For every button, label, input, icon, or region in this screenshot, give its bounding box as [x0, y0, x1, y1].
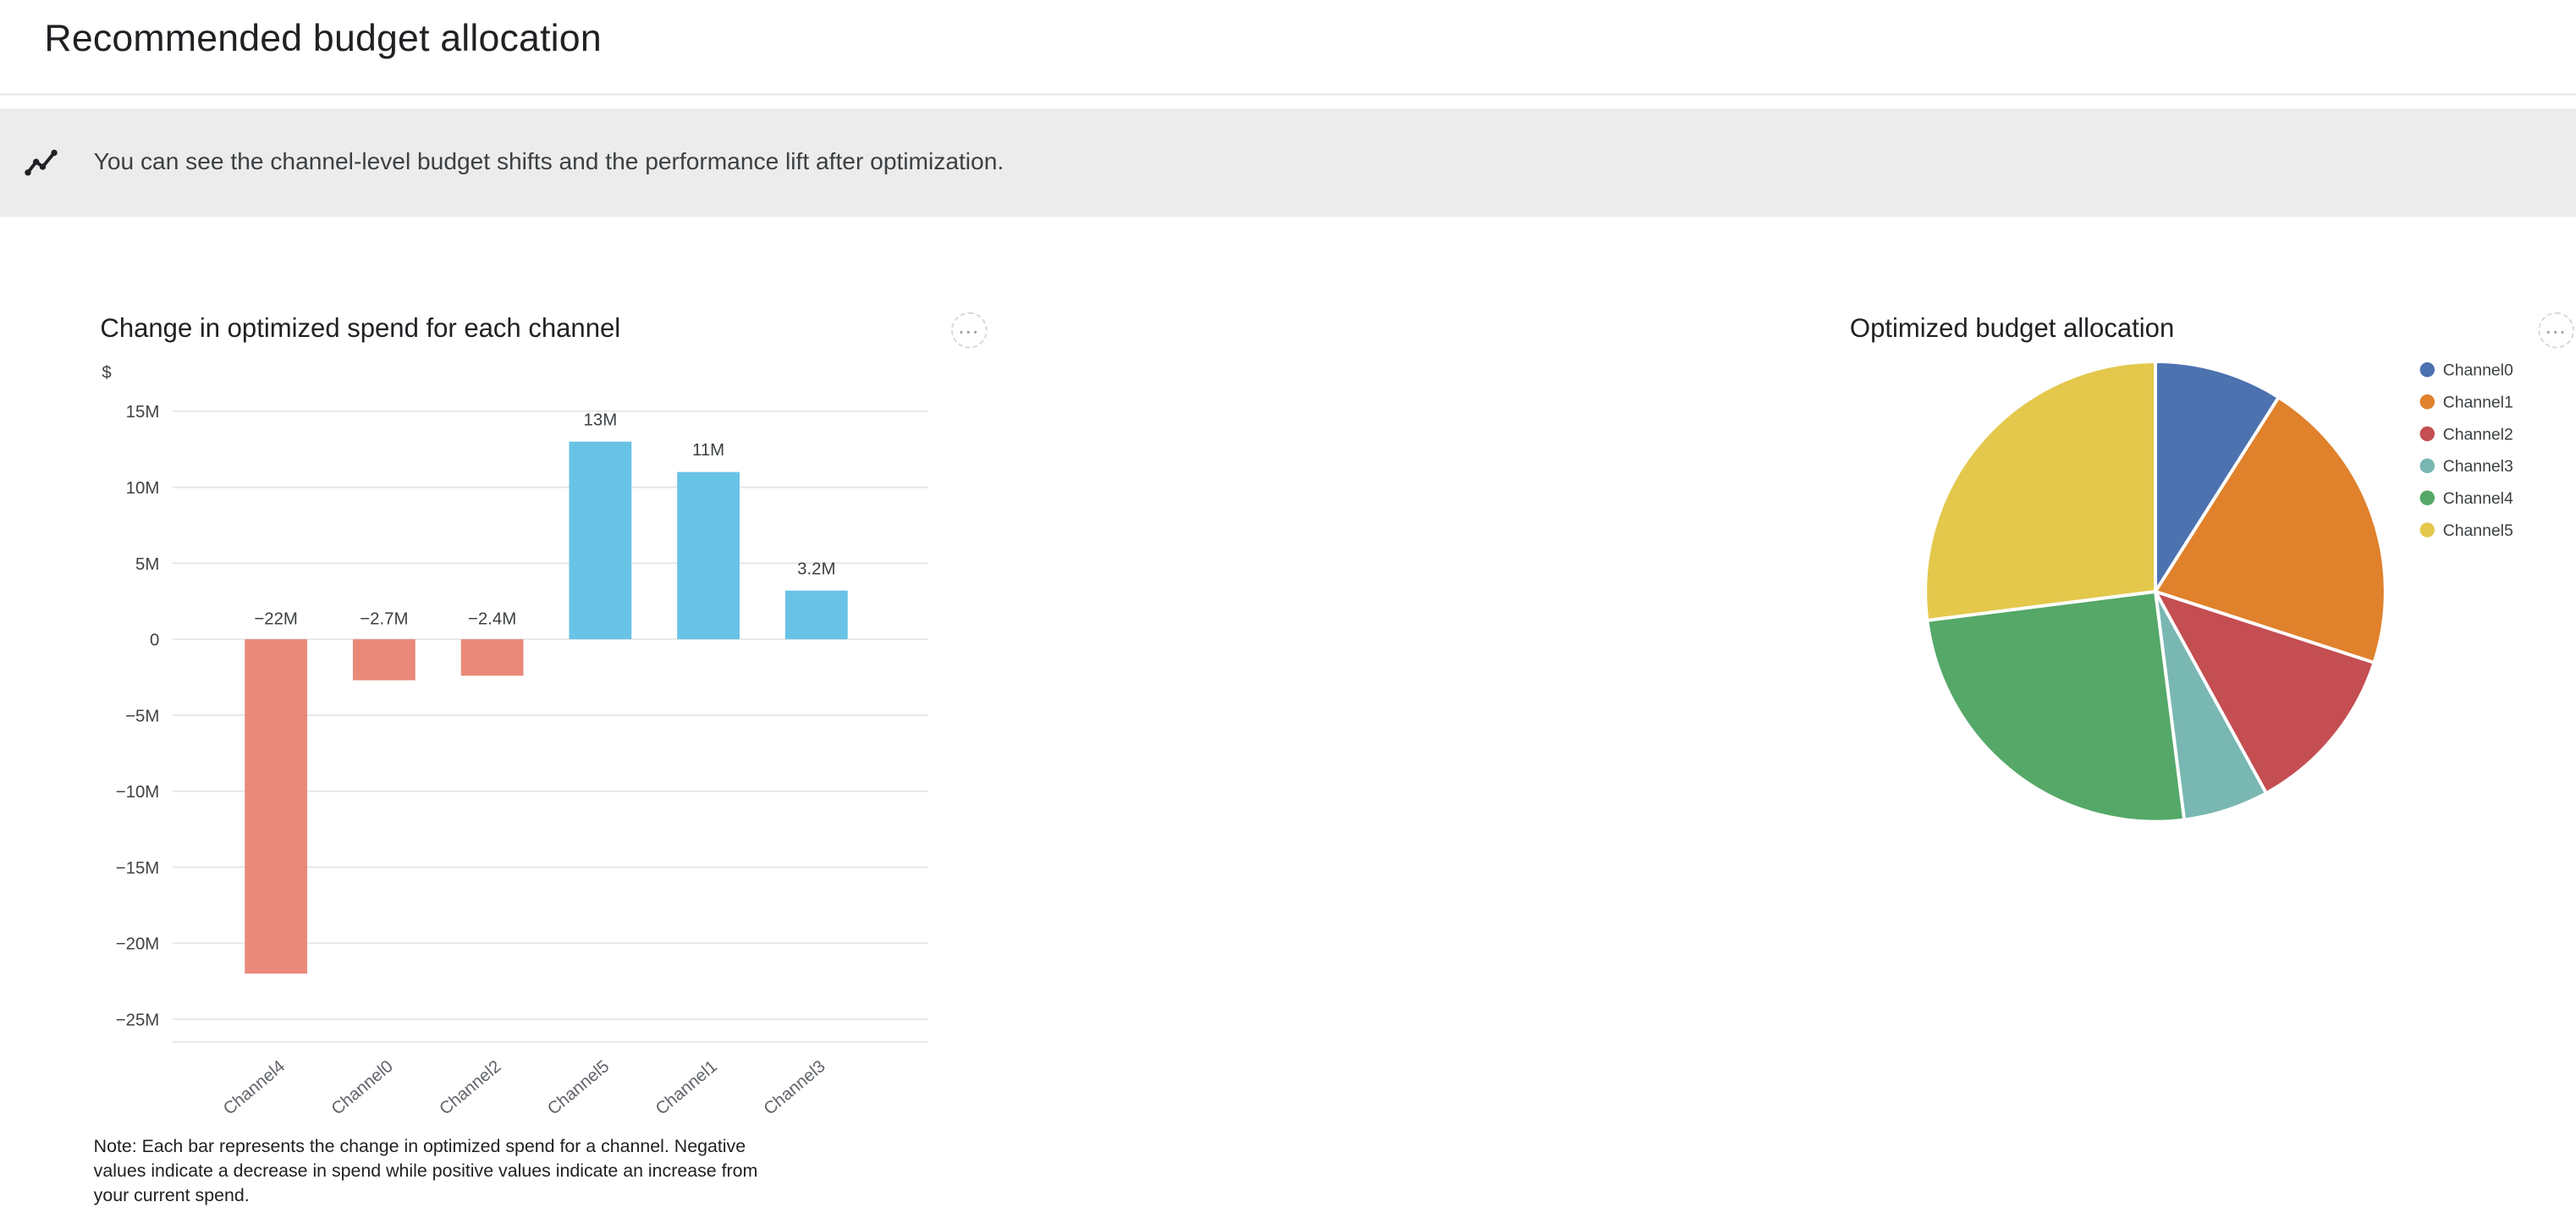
legend-item-dot: [2419, 362, 2436, 378]
pie-slice-channel4[interactable]: [1925, 589, 2186, 824]
spend-change-bar-chart: 15M 10M 5M 0 −5M −10M −15M −20M −25M $ −22M Channel…: [102, 363, 928, 1119]
bar-value-label: −2.4M: [468, 610, 516, 629]
y-axis-tick-label: 0: [150, 631, 159, 650]
pie-slice-channel0[interactable]: [2154, 360, 2281, 593]
page-title: Recommended budget allocation: [44, 16, 602, 59]
legend-item-dot: [2419, 458, 2436, 474]
more-options-icon: ⋯: [957, 317, 981, 343]
allocation-chart-menu-button[interactable]: ⋯: [2538, 312, 2575, 349]
bar-value-label: 13M: [584, 411, 618, 429]
y-axis-tick-label: 10M: [126, 479, 160, 498]
bar-channel4[interactable]: [245, 639, 308, 974]
info-banner: You can see the channel-level budget shi…: [0, 108, 2576, 218]
y-axis-tick-label: −20M: [116, 935, 160, 954]
y-axis-tick-label: 5M: [135, 555, 159, 574]
bar-value-label: −2.7M: [360, 610, 408, 629]
legend-item-label: Channel5: [2443, 521, 2513, 540]
spend-chart-note: Note: Each bar represents the change in …: [93, 1137, 758, 1207]
bar-value-label: 11M: [692, 441, 724, 460]
y-axis-tick-label: 15M: [126, 403, 160, 422]
legend-item-dot: [2419, 490, 2436, 505]
insights-icon: [25, 149, 58, 176]
y-axis-unit-label: $: [102, 363, 111, 382]
bar-value-label: −22M: [254, 610, 298, 629]
legend-item-dot: [2419, 394, 2436, 410]
banner-text: You can see the channel-level budget shi…: [93, 149, 1005, 176]
bar-channel1[interactable]: [677, 471, 740, 640]
pie-slice-channel1[interactable]: [2154, 395, 2387, 664]
y-axis-tick-label: −5M: [125, 707, 159, 725]
legend-item-label: Channel2: [2443, 425, 2513, 444]
bar-channel0[interactable]: [352, 639, 416, 681]
y-axis-tick-label: −25M: [116, 1011, 160, 1029]
spend-chart-title: Change in optimized spend for each chann…: [100, 315, 621, 344]
bar-channel5[interactable]: [569, 441, 632, 640]
pie-slice-channel2[interactable]: [2154, 589, 2376, 795]
more-options-icon: ⋯: [2545, 317, 2568, 343]
x-axis-label: Channel0: [328, 1057, 397, 1119]
bar-value-label: 3.2M: [797, 560, 835, 578]
legend-item-label: Channel4: [2443, 489, 2513, 508]
pie-slice-channel5[interactable]: [1924, 360, 2157, 622]
x-axis-label: Channel2: [437, 1057, 505, 1119]
x-axis-label: Channel3: [761, 1057, 829, 1119]
spend-chart-menu-button[interactable]: ⋯: [951, 312, 988, 349]
y-axis-tick-label: −15M: [116, 859, 160, 878]
legend-item-label: Channel3: [2443, 457, 2513, 476]
bar-channel3[interactable]: [784, 590, 848, 640]
legend-item-label: Channel1: [2443, 393, 2513, 411]
bar-channel2[interactable]: [460, 639, 524, 676]
legend-item-dot: [2419, 522, 2436, 538]
x-axis-label: Channel1: [652, 1057, 721, 1119]
legend-item-label: Channel0: [2443, 361, 2513, 380]
y-axis-tick-label: −10M: [116, 783, 160, 802]
allocation-pie-chart: Channel0 Channel1 Channel2 Channel3 Channel4…: [1924, 360, 2513, 824]
allocation-chart-title: Optimized budget allocation: [1849, 315, 2175, 344]
page-header: Recommended budget allocation: [0, 0, 2576, 96]
legend-item-dot: [2419, 426, 2436, 442]
x-axis-label: Channel5: [544, 1057, 613, 1119]
x-axis-label: Channel4: [220, 1057, 289, 1119]
